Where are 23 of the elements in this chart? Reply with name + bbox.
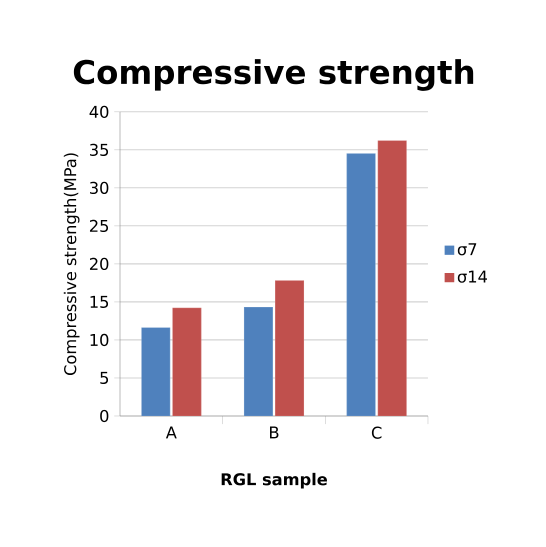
y-tick-label: 25 xyxy=(90,220,108,232)
x-tick-label: A xyxy=(166,426,177,438)
y-tick-label: 30 xyxy=(90,182,108,194)
y-axis-title: Compressive strength(MPa) xyxy=(64,153,80,375)
y-tick-label: 15 xyxy=(90,296,108,308)
y-tick-label: 5 xyxy=(100,372,108,384)
chart-title: Compressive strength xyxy=(74,59,474,91)
x-tick-label: C xyxy=(372,426,382,439)
bar xyxy=(346,153,376,416)
bar xyxy=(141,328,170,416)
bar xyxy=(378,140,407,416)
y-tick-label: 20 xyxy=(90,258,108,270)
legend-label: σ7 xyxy=(458,243,476,256)
y-tick-label: 10 xyxy=(90,334,108,346)
bar xyxy=(275,280,304,416)
y-tick-label: 0 xyxy=(100,410,108,422)
bar xyxy=(244,306,273,416)
bar xyxy=(172,308,202,416)
y-tick-label: 35 xyxy=(90,144,108,156)
x-axis-title: RGL sample xyxy=(222,472,327,489)
legend-label: σ14 xyxy=(458,270,488,283)
x-tick-label: B xyxy=(270,426,278,438)
y-tick-label: 40 xyxy=(90,106,108,118)
